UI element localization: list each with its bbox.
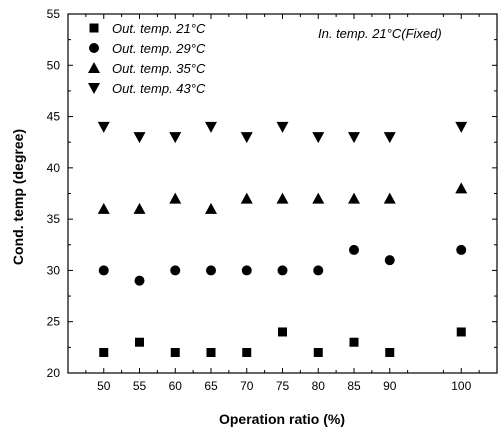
x-tick-label: 50 xyxy=(97,379,111,393)
series-2-point xyxy=(170,265,181,276)
series-1-point xyxy=(135,337,144,347)
series-2-point xyxy=(277,265,288,276)
legend-marker-4 xyxy=(88,83,100,94)
legend-marker-3 xyxy=(88,62,100,73)
series-3-point xyxy=(97,202,110,214)
series-3-point xyxy=(455,182,468,194)
series-4-point xyxy=(133,132,146,144)
y-tick-label: 20 xyxy=(47,366,61,380)
series-2-point xyxy=(384,255,395,266)
series-4-point xyxy=(312,132,325,144)
series-1-point xyxy=(456,327,466,337)
legend-label-2: Out. temp. 29°C xyxy=(112,41,206,56)
data-marks xyxy=(97,121,468,357)
x-tick-label: 60 xyxy=(169,379,183,393)
x-tick-label: 85 xyxy=(347,379,361,393)
series-1-point xyxy=(206,347,216,357)
series-4-point xyxy=(240,132,253,144)
series-3-point xyxy=(383,192,396,204)
x-tick-label: 75 xyxy=(276,379,290,393)
series-3-point xyxy=(348,192,360,204)
series-4-point xyxy=(205,121,217,133)
series-2-point xyxy=(206,265,216,276)
series-4-point xyxy=(383,132,396,144)
series-3-point xyxy=(240,192,253,204)
series-1-point xyxy=(99,347,109,357)
series-1-point xyxy=(313,347,323,357)
series-1-point xyxy=(170,347,180,357)
legend-marker-1 xyxy=(89,23,99,33)
series-1-point xyxy=(385,347,395,357)
series-4-point xyxy=(348,132,360,144)
series-4-point xyxy=(97,121,110,133)
series-4-point xyxy=(169,132,182,144)
y-tick-label: 30 xyxy=(47,263,61,277)
series-2-point xyxy=(349,244,359,255)
x-axis-title: Operation ratio (%) xyxy=(219,411,345,427)
y-tick-label: 50 xyxy=(47,58,61,72)
series-3-point xyxy=(276,192,289,204)
legend-label-3: Out. temp. 35°C xyxy=(112,61,206,76)
x-tick-label: 100 xyxy=(451,379,471,393)
series-3-point xyxy=(133,202,146,214)
series-4-point xyxy=(455,121,468,133)
series-1-point xyxy=(349,337,359,347)
legend-label-4: Out. temp. 43°C xyxy=(112,81,206,96)
x-tick-label: 55 xyxy=(133,379,147,393)
series-2-point xyxy=(98,265,109,276)
series-2-point xyxy=(313,265,324,276)
y-tick-label: 45 xyxy=(47,110,61,124)
series-2-point xyxy=(134,275,145,286)
legend-label-1: Out. temp. 21°C xyxy=(112,21,206,36)
y-tick-label: 25 xyxy=(47,315,61,329)
x-tick-label: 65 xyxy=(204,379,218,393)
axis-ticks: 50 55 60 65 70 75 80 85 90 100 20 25 30 35 40 45 50 55 xyxy=(47,7,497,393)
y-tick-label: 40 xyxy=(47,161,61,175)
chart-annotation: In. temp. 21°C(Fixed) xyxy=(318,26,442,41)
series-2-point xyxy=(456,244,467,255)
series-1-point xyxy=(242,347,252,357)
y-tick-label: 35 xyxy=(47,212,61,226)
series-1-point xyxy=(278,327,287,337)
series-3-point xyxy=(312,192,325,204)
series-2-point xyxy=(241,265,252,276)
legend: Out. temp. 21°C Out. temp. 29°C Out. temp.… xyxy=(88,21,206,96)
x-tick-label: 70 xyxy=(240,379,254,393)
legend-marker-2 xyxy=(89,43,99,53)
series-4-point xyxy=(276,121,289,133)
x-tick-label: 90 xyxy=(383,379,397,393)
series-3-point xyxy=(205,202,217,214)
y-axis-title: Cond. temp (degree) xyxy=(10,129,26,265)
x-tick-label: 80 xyxy=(312,379,326,393)
y-tick-label: 55 xyxy=(47,7,61,21)
series-3-point xyxy=(169,192,182,204)
